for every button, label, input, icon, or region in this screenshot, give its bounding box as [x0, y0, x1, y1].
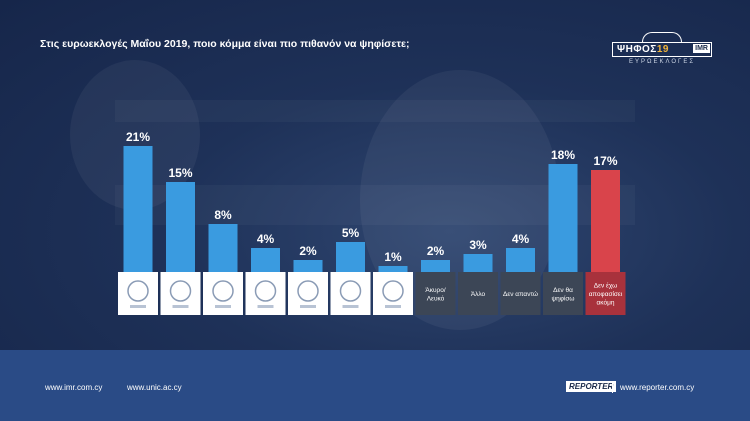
- bar: [378, 266, 408, 272]
- unic-link[interactable]: www.unic.ac.cy: [127, 383, 182, 392]
- footer-divider: [612, 381, 613, 393]
- chart-title: Στις ευρωεκλογές Μαΐου 2019, ποιο κόμμα …: [40, 38, 410, 50]
- bar: [506, 248, 535, 272]
- data-label: 2%: [427, 244, 445, 258]
- category-cell: [458, 272, 498, 315]
- category-label: ψηφίσω: [552, 294, 575, 302]
- data-label: 2%: [299, 244, 317, 258]
- category-label: Άλλο: [471, 291, 486, 298]
- psifos-19-logo: ΨΗΦΟΣ19 IMR ΕΥΡΩΕΚΛΟΓΕΣ: [612, 32, 712, 68]
- party-logo-cell: [203, 272, 243, 315]
- party-logo-2-text-mark: [172, 305, 189, 308]
- data-label: 8%: [214, 208, 232, 222]
- bar: [421, 260, 450, 272]
- party-logo-cell: [330, 272, 371, 315]
- party-logo-6-text-mark: [342, 305, 359, 308]
- party-logo-7-text-mark: [385, 305, 401, 308]
- category-label: Άκυρο/: [425, 287, 445, 294]
- data-label: 17%: [593, 154, 617, 168]
- bar: [548, 164, 578, 272]
- category-cell: [585, 272, 626, 315]
- reporter-logo: REPORTER: [566, 381, 617, 392]
- party-logo-1-icon: [127, 280, 149, 302]
- party-logo-4-text-mark: [257, 305, 274, 308]
- data-label: 15%: [168, 166, 192, 180]
- party-logo-cell: [160, 272, 201, 315]
- party-logo-cell: [118, 272, 158, 315]
- category-label: Δεν έχω: [594, 282, 618, 290]
- party-logo-3-icon: [212, 280, 234, 302]
- party-logo-3-text-mark: [215, 305, 231, 308]
- bar: [591, 170, 620, 272]
- party-logo-cell: [288, 272, 328, 315]
- category-label: Δεν θα: [553, 287, 573, 294]
- category-label: Δεν απαντώ: [503, 290, 538, 298]
- party-logo-4-icon: [254, 280, 277, 302]
- reporter-link[interactable]: www.reporter.com.cy: [620, 383, 695, 392]
- party-logo-5-icon: [297, 280, 319, 302]
- category-label: αποφασίσει: [589, 290, 623, 298]
- data-label: 4%: [512, 232, 530, 246]
- category-label: Λευκό: [427, 294, 445, 302]
- data-label: 1%: [384, 250, 402, 264]
- data-label: 4%: [257, 232, 275, 246]
- bar: [166, 182, 195, 272]
- bar: [336, 242, 365, 272]
- bar: [251, 248, 280, 272]
- data-label: 5%: [342, 226, 360, 240]
- category-cell: [500, 272, 541, 315]
- logo-subtitle: ΕΥΡΩΕΚΛΟΓΕΣ: [628, 59, 696, 65]
- bar: [463, 254, 493, 272]
- party-logo-cell: [245, 272, 286, 315]
- footer-bar: www.imr.com.cy www.unic.ac.cy REPORTER w…: [0, 350, 750, 421]
- party-logo-5-text-mark: [300, 305, 316, 308]
- party-logo-1-text-mark: [130, 305, 146, 308]
- party-logo-cell: [373, 272, 413, 315]
- data-label: 21%: [126, 130, 150, 144]
- party-logo-2-icon: [169, 280, 192, 302]
- bar: [208, 224, 238, 272]
- bar: [293, 260, 323, 272]
- category-cell: [415, 272, 456, 315]
- party-logo-7-icon: [382, 280, 404, 302]
- imr-link[interactable]: www.imr.com.cy: [45, 383, 103, 392]
- imr-badge: IMR: [693, 44, 710, 53]
- data-label: 3%: [469, 238, 487, 252]
- party-logo-6-icon: [339, 280, 362, 302]
- category-cell: [543, 272, 583, 315]
- data-label: 18%: [551, 148, 575, 162]
- logo-wordmark: ΨΗΦΟΣ19: [612, 42, 712, 57]
- bar: [123, 146, 153, 272]
- category-label: ακόμη: [597, 299, 615, 307]
